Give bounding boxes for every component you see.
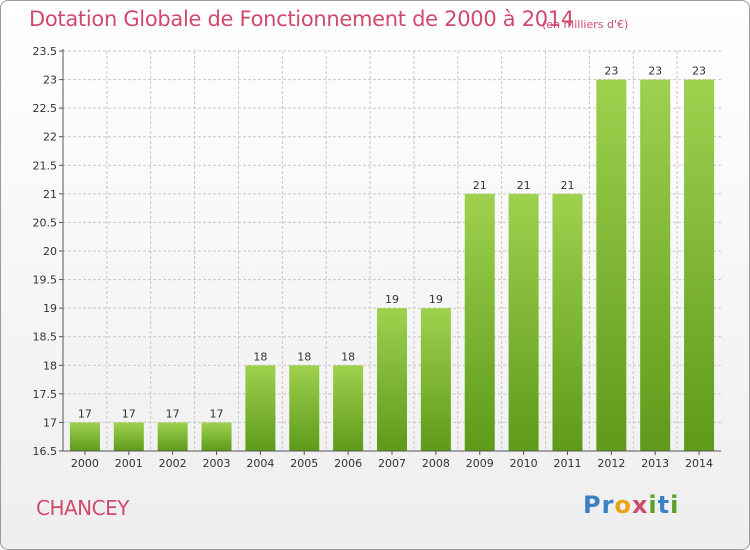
data-label-2011: 21 (560, 179, 574, 192)
bar-2012 (596, 79, 627, 452)
bar-2008 (420, 308, 451, 451)
x-tick-label-2006: 2006 (334, 457, 362, 470)
bar-2001 (113, 422, 144, 451)
y-tick-label: 18.5 (33, 331, 58, 344)
data-label-2005: 18 (297, 350, 311, 363)
y-tick-label: 17 (43, 416, 57, 429)
bar-2007 (377, 308, 407, 451)
bar-2004 (245, 365, 276, 451)
bar-2005 (289, 365, 320, 451)
y-tick-label: 22 (43, 131, 57, 144)
bar-2010 (508, 193, 539, 451)
x-tick-label-2005: 2005 (290, 457, 318, 470)
data-label-2014: 23 (692, 65, 706, 78)
data-label-2006: 18 (341, 350, 355, 363)
x-tick-label-2013: 2013 (641, 457, 669, 470)
chart-subtitle: (en milliers d'€) (542, 18, 629, 31)
data-label-2008: 19 (429, 293, 443, 306)
x-tick-label-2014: 2014 (685, 457, 713, 470)
data-label-2004: 18 (253, 350, 267, 363)
x-tick-label-2008: 2008 (422, 457, 450, 470)
data-label-2007: 19 (385, 293, 399, 306)
data-label-2000: 17 (78, 407, 92, 420)
data-label-2010: 21 (517, 179, 531, 192)
y-tick-label: 19 (43, 302, 57, 315)
x-tick-label-2012: 2012 (597, 457, 625, 470)
y-tick-label: 17.5 (33, 388, 58, 401)
x-tick-label-2009: 2009 (466, 457, 494, 470)
proxiti-logo: Proxiti (583, 491, 680, 519)
bar-2002 (157, 422, 188, 451)
x-tick-label-2001: 2001 (115, 457, 143, 470)
data-label-2012: 23 (604, 65, 618, 78)
y-tick-label: 21.5 (33, 159, 58, 172)
data-label-2001: 17 (122, 407, 136, 420)
y-tick-label: 20.5 (33, 216, 58, 229)
y-tick-label: 20 (43, 245, 57, 258)
bar-2009 (464, 193, 495, 451)
y-tick-label: 23 (43, 74, 57, 87)
bar-2006 (333, 365, 364, 451)
y-tick-label: 22.5 (33, 102, 58, 115)
y-tick-label: 19.5 (33, 274, 58, 287)
chart-title: Dotation Globale de Fonctionnement de 20… (29, 7, 574, 31)
y-tick-label: 18 (43, 359, 57, 372)
x-tick-label-2011: 2011 (553, 457, 581, 470)
x-tick-label-2010: 2010 (510, 457, 538, 470)
y-tick-label: 23.5 (33, 45, 58, 58)
commune-name: CHANCEY (36, 496, 129, 520)
y-tick-label: 21 (43, 188, 57, 201)
data-label-2003: 17 (210, 407, 224, 420)
bar-2014 (684, 79, 715, 452)
bar-2000 (69, 422, 100, 451)
x-tick-label-2000: 2000 (71, 457, 99, 470)
x-tick-label-2002: 2002 (159, 457, 187, 470)
bar-2011 (552, 193, 583, 451)
x-tick-label-2003: 2003 (203, 457, 231, 470)
x-tick-label-2004: 2004 (246, 457, 274, 470)
data-label-2009: 21 (473, 179, 487, 192)
y-tick-label: 16.5 (33, 445, 58, 458)
data-label-2013: 23 (648, 65, 662, 78)
bar-2003 (201, 422, 232, 451)
x-tick-label-2007: 2007 (378, 457, 406, 470)
data-label-2002: 17 (166, 407, 180, 420)
bar-2013 (640, 79, 671, 452)
